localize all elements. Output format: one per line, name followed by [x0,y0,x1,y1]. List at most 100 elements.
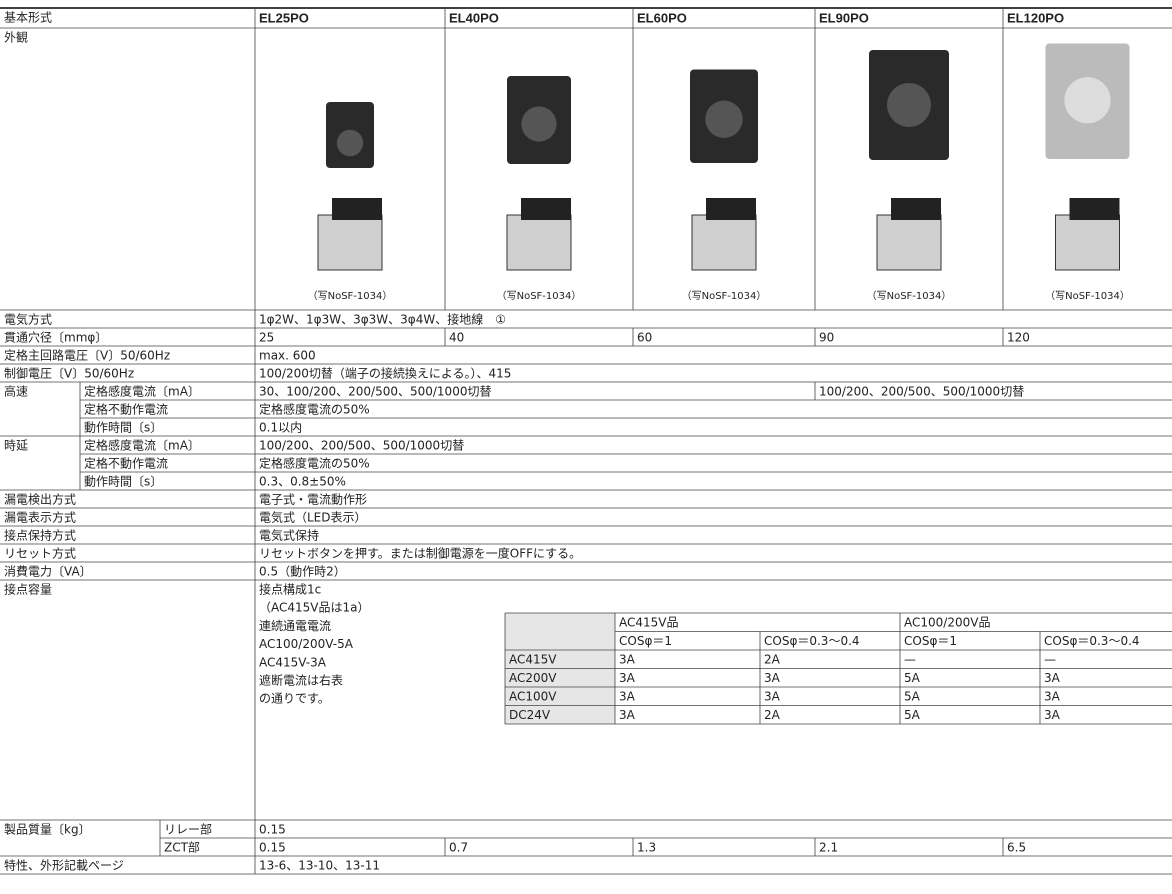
contact-note: （AC415V品は1a） [259,601,369,615]
voltage: AC200V [509,671,557,685]
relay-photo [691,214,757,271]
relay-top [891,198,941,220]
header-label: 基本形式 [4,11,52,25]
capacity: 3A [764,690,781,704]
row-value: 1.3 [637,841,656,855]
row-value: max. 600 [259,349,316,363]
relay-photo [506,214,572,271]
ct-hole [336,129,364,157]
row-value: 電気式（LED表示） [259,510,367,525]
capacity: 5A [904,708,921,722]
model-name: EL40PO [449,10,499,25]
ct-hole [1064,77,1111,124]
row-label: 定格主回路電圧〔V〕50/60Hz [4,348,170,363]
voltage: DC24V [509,708,551,722]
cos-header: COSφ＝0.3〜0.4 [764,634,860,648]
row-value: 30、100/200、200/500、500/1000切替 [259,385,491,399]
model-name: EL90PO [819,10,869,25]
capacity: 3A [1044,671,1061,685]
row-label: 製品質量〔kg〕 [4,822,91,837]
row-label: 定格感度電流〔mA〕 [84,384,200,399]
capacity: 3A [619,690,636,704]
row-label: 接点保持方式 [4,528,76,543]
contact-note: 接点構成1c [259,582,321,597]
relay-top [1069,198,1120,220]
cell-bg [505,687,615,706]
row-label: 漏電検出方式 [4,492,76,507]
model-name: EL60PO [637,10,687,25]
row-label: 定格感度電流〔mA〕 [84,438,200,453]
contact-note: 連続通電電流 [259,619,331,633]
capacity: 3A [764,671,781,685]
group-label: 高速 [4,384,28,399]
cos-header: COSφ＝1 [619,634,672,648]
capacity: — [1044,653,1056,667]
row-value: 60 [637,331,652,345]
row-label: 動作時間〔s〕 [84,475,162,489]
row-value: 0.3、0.8±50% [259,475,346,489]
cos-header: COSφ＝1 [904,634,957,648]
model-name: EL25PO [259,10,309,25]
cell-bg [505,668,615,687]
row-value: 0.1以内 [259,421,302,435]
relay-photo [1055,214,1120,271]
voltage: AC100V [509,690,557,704]
ct-hole [521,106,557,142]
row-value: 100/200、200/500、500/1000切替 [259,439,464,453]
row-value: 40 [449,331,464,345]
cell-bg [505,650,615,669]
capacity: 5A [904,690,921,704]
row-value: 0.5（動作時2） [259,565,346,579]
row-value: 90 [819,331,834,345]
row-value: 1φ2W、1φ3W、3φ3W、3φ4W、接地線 ① [259,312,506,327]
contact-note: の通りです。 [259,692,330,706]
row-value: 電気式保持 [259,528,319,543]
group-header: AC100/200V品 [904,616,990,630]
row-value: 100/200切替（端子の接続換えによる。）、415 [259,366,511,381]
capacity: 3A [619,708,636,722]
row-label: 動作時間〔s〕 [84,421,162,435]
photo-caption: （写NoSF-1034） [308,290,393,302]
relay-photo [876,214,942,271]
capacity: 2A [764,653,781,667]
row-label: ZCT部 [164,840,200,855]
row-label: 漏電表示方式 [4,510,76,525]
photo-caption: （写NoSF-1034） [497,290,582,302]
capacity: 3A [1044,708,1061,722]
contact-note: AC415V-3A [259,655,327,669]
row-value: 100/200、200/500、500/1000切替 [819,385,1024,399]
contact-note: 遮断電流は右表 [259,673,343,688]
row-value: リセットボタンを押す。または制御電源を一度OFFにする。 [259,546,581,561]
row-label: 電気方式 [4,312,52,327]
row-value: 120 [1007,331,1030,345]
ct-hole [887,83,931,127]
row-value: 0.15 [259,823,286,837]
row-value: 定格感度電流の50% [259,402,370,417]
capacity: 3A [619,653,636,667]
model-name: EL120PO [1007,10,1064,25]
capacity: — [904,653,916,667]
relay-top [706,198,756,220]
row-value: 電子式・電流動作形 [259,493,367,507]
row-label: リレー部 [164,822,212,837]
cos-header: COSφ＝0.3〜0.4 [1044,634,1140,648]
row-value: 25 [259,331,274,345]
row-value: 6.5 [1007,841,1026,855]
row-label: 貫通穴径〔mmφ〕 [4,330,107,345]
photo-caption: （写NoSF-1034） [867,290,952,302]
cell-bg [505,705,615,724]
relay-photo [317,214,383,271]
group-header: AC415V品 [619,616,679,630]
capacity: 2A [764,708,781,722]
row-value: 2.1 [819,841,838,855]
row-value: 0.7 [449,841,468,855]
cell-bg [505,613,615,650]
row-value: 13-6、13-10、13-11 [259,859,380,873]
row-label: 外観 [4,31,28,45]
row-label: 特性、外形記載ページ [4,858,124,873]
relay-top [521,198,571,220]
photo-caption: （写NoSF-1034） [1045,290,1130,302]
voltage: AC415V [509,653,557,667]
row-value: 定格感度電流の50% [259,456,370,471]
